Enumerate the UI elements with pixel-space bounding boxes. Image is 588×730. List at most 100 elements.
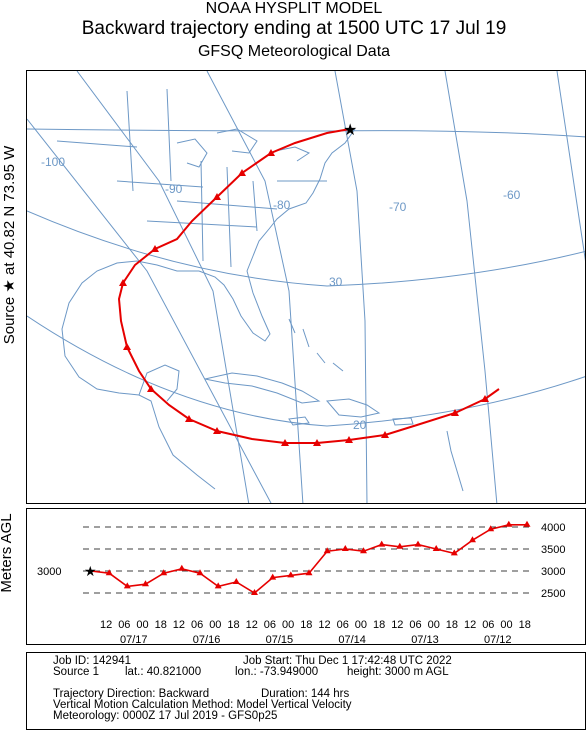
height-point: [360, 547, 367, 554]
date-label: 07/14: [338, 634, 366, 646]
coastlines: [56, 88, 464, 492]
map-labels: -100 -90 -80 -70 -60 30 20: [41, 155, 521, 432]
trajectory-direction: Trajectory Direction: Backward: [53, 688, 210, 700]
trajectory-markers: [119, 149, 489, 446]
y-tick-label: 4000: [541, 522, 565, 534]
height-point: [523, 520, 531, 527]
height-point: [287, 571, 295, 578]
jamaica: [288, 416, 310, 426]
lesser-antilles: [446, 430, 464, 492]
traj-marker: [147, 385, 155, 392]
height-point: [469, 536, 476, 543]
hour-tick: 00: [136, 619, 148, 631]
vertical-profile-chart[interactable]: 4000 3500 3000 2500 3000 ★: [26, 508, 586, 645]
hour-tick: 06: [337, 619, 349, 631]
bahamas: [288, 318, 344, 372]
source-lon: lon.: -73.949000: [235, 666, 319, 678]
date-label: 07/15: [266, 634, 294, 646]
traj-marker: [313, 439, 321, 446]
date-label: 07/17: [120, 634, 148, 646]
start-height-label: 3000: [37, 566, 61, 578]
vertical-chart-svg: 4000 3500 3000 2500 3000 ★: [37, 520, 565, 600]
hour-tick: 12: [100, 619, 112, 631]
job-info-panel: Job ID: 142941 Job Start: Thu Dec 1 17:4…: [26, 652, 586, 730]
lon-label-100: -100: [41, 155, 65, 169]
date-label: 07/13: [411, 634, 439, 646]
height-point: [487, 525, 495, 532]
traj-marker: [213, 193, 221, 200]
trajectory-map[interactable]: -100 -90 -80 -70 -60 30 20 ★: [26, 70, 586, 504]
height-point: [178, 564, 186, 571]
source-lat: lat.: 40.821000: [125, 666, 202, 678]
vertical-start-star-icon: ★: [84, 563, 97, 579]
lon-label-90: -90: [165, 182, 183, 196]
height-point: [196, 569, 204, 576]
height-series-line: [90, 524, 527, 594]
hour-tick: 18: [227, 619, 239, 631]
source-star-icon: ★: [343, 122, 357, 139]
hour-tick: 06: [191, 619, 203, 631]
height-point: [269, 573, 277, 580]
trajectory-line: [117, 128, 500, 444]
hour-tick: 12: [173, 619, 185, 631]
y-tick-label: 2500: [541, 588, 565, 600]
graticule: [27, 71, 585, 503]
height-point: [378, 540, 386, 547]
parallel-30: [27, 210, 585, 287]
date-labels: 07/17 07/16 07/15 07/14 07/13 07/12: [120, 634, 512, 646]
traj-marker: [119, 279, 127, 286]
height-point: [450, 549, 458, 556]
source-id: Source 1: [53, 666, 100, 678]
height-point: [105, 569, 113, 576]
height-point: [432, 545, 440, 551]
lon-label-70: -70: [389, 200, 407, 214]
height-series-markers: [105, 520, 531, 595]
height-point: [323, 547, 331, 554]
hour-tick: 06: [482, 619, 494, 631]
source-height: height: 3000 m AGL: [347, 666, 449, 678]
height-point: [505, 520, 513, 527]
map-canvas: -100 -90 -80 -70 -60 30 20 ★: [27, 71, 585, 503]
meridian-60: [444, 71, 498, 503]
job-id: Job ID: 142941: [53, 655, 132, 667]
y-tick-labels: 4000 3500 3000 2500: [541, 522, 565, 600]
yucatan: [138, 364, 180, 402]
height-point: [142, 580, 149, 587]
parallel-40: [27, 128, 585, 138]
traj-marker: [345, 436, 353, 443]
vertical-axis-label: Meters AGL: [0, 513, 15, 593]
vertical-motion-method: Vertical Motion Calculation Method: Mode…: [53, 699, 352, 711]
height-point: [251, 589, 258, 595]
hour-tick: 00: [355, 619, 367, 631]
vertical-gridlines: [83, 526, 532, 594]
meridian-50: [556, 71, 585, 262]
traj-marker: [381, 431, 389, 438]
source-location-label: Source ★ at 40.82 N 73.95 W: [1, 145, 18, 345]
traj-marker: [123, 343, 131, 350]
meridian-80: [206, 71, 304, 503]
lon-label-80: -80: [273, 198, 291, 212]
hour-tick: 00: [428, 619, 440, 631]
hour-tick: 18: [373, 619, 385, 631]
meteorology: Meteorology: 0000Z 17 Jul 2019 - GFS0p25: [53, 710, 278, 722]
traj-marker: [267, 149, 275, 156]
puerto-rico: [392, 417, 414, 426]
hour-tick: 06: [118, 619, 130, 631]
traj-marker: [238, 169, 246, 176]
hour-tick: 12: [464, 619, 476, 631]
parallel-20: [27, 315, 585, 427]
traj-marker: [213, 427, 221, 434]
us-state-lines: [56, 88, 327, 268]
title-line-3: GFSQ Meteorological Data: [197, 43, 391, 60]
job-start: Job Start: Thu Dec 1 17:42:48 UTC 2022: [243, 655, 452, 667]
lon-label-60: -60: [503, 188, 521, 202]
hour-tick-labels: 12 06 00 18 12 06 00 18 12 06 00 18 12 06 00 18 12 06 00 18…: [100, 619, 531, 631]
meridian-100: [27, 118, 272, 503]
date-label: 07/16: [193, 634, 221, 646]
height-point: [396, 542, 404, 549]
hour-tick: 12: [391, 619, 403, 631]
hour-tick: 18: [519, 619, 531, 631]
traj-marker: [481, 395, 489, 402]
traj-marker: [451, 409, 459, 416]
great-lakes: [176, 128, 311, 168]
